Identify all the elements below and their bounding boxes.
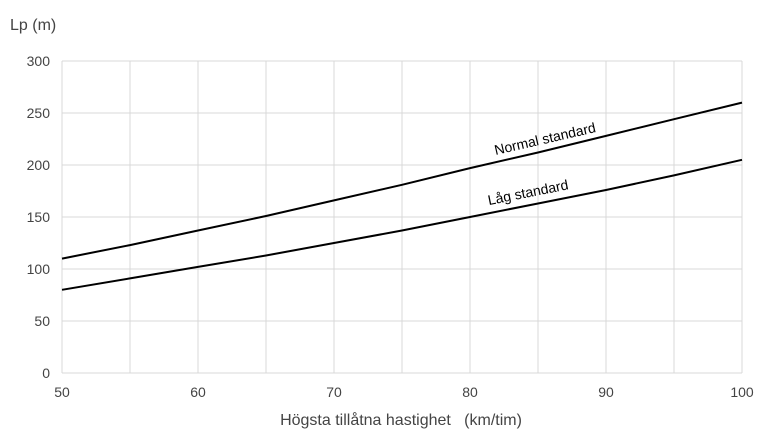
y-tick-label: 200 <box>27 157 51 173</box>
x-tick-label: 60 <box>190 384 206 400</box>
y-axis-title: Lp (m) <box>10 17 56 34</box>
x-axis-title: Högsta tillåtna hastighet (km/tim) <box>280 411 522 429</box>
x-tick-label: 50 <box>54 384 70 400</box>
x-tick-label: 100 <box>730 384 754 400</box>
x-axis-ticks: 50 60 70 80 90 100 <box>54 384 754 400</box>
series-line <box>61 158 743 291</box>
y-axis-ticks: 0 50 100 150 200 250 300 <box>27 53 51 381</box>
x-tick-label: 70 <box>326 384 342 400</box>
x-tick-label: 80 <box>462 384 478 400</box>
series-label: Låg standard <box>486 176 569 208</box>
y-tick-label: 100 <box>27 261 51 277</box>
y-tick-label: 0 <box>42 365 50 381</box>
series-label: Normal standard <box>493 119 597 158</box>
y-tick-label: 50 <box>34 313 50 329</box>
y-tick-label: 150 <box>27 209 51 225</box>
y-tick-label: 250 <box>27 105 51 121</box>
x-tick-label: 90 <box>598 384 614 400</box>
y-tick-label: 300 <box>27 53 51 69</box>
grid <box>61 60 743 374</box>
series-line <box>61 101 743 260</box>
